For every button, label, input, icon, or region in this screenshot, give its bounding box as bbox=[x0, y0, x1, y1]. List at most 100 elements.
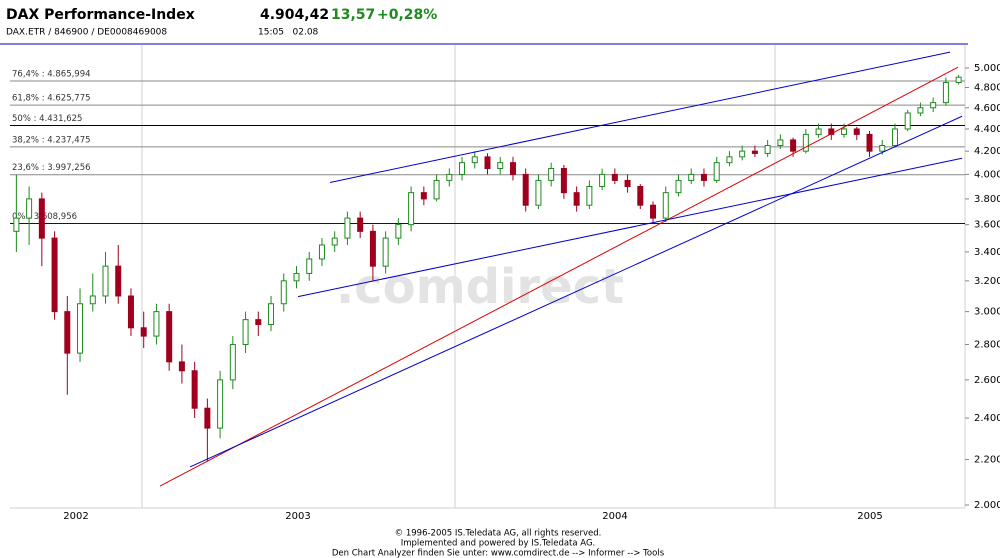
candle-body bbox=[408, 192, 415, 226]
candle-body bbox=[917, 107, 924, 114]
candle-body bbox=[739, 150, 746, 158]
candle-body bbox=[471, 156, 478, 164]
trend-line bbox=[297, 157, 963, 298]
candle-body bbox=[89, 295, 96, 305]
candle-body bbox=[522, 173, 529, 206]
candle-body bbox=[280, 280, 287, 305]
candle-body bbox=[51, 237, 58, 313]
candle-body bbox=[127, 295, 134, 329]
candle-body bbox=[77, 303, 84, 354]
candle-body bbox=[599, 173, 606, 187]
candle-body bbox=[675, 179, 682, 194]
candle-body bbox=[802, 133, 809, 152]
candle-body bbox=[38, 198, 45, 239]
candle-body bbox=[293, 272, 300, 282]
y-tick-label: 3.400 bbox=[974, 247, 1000, 258]
candle-body bbox=[382, 237, 389, 267]
candle-body bbox=[637, 185, 644, 206]
candle-body bbox=[930, 102, 937, 109]
y-tick-label: 4.400 bbox=[974, 124, 1000, 135]
candle-body bbox=[344, 217, 351, 239]
time: 15:05 02.08 bbox=[258, 28, 319, 38]
y-tick-label: 2.600 bbox=[974, 375, 1000, 386]
candle-body bbox=[369, 230, 376, 267]
identifiers: DAX.ETR / 846900 / DE0008469008 bbox=[6, 28, 167, 38]
candle-body bbox=[395, 224, 402, 239]
candle-body bbox=[497, 162, 504, 169]
axes: 2.000 2.200 2.400 2.600 2.800 3.000 3.200 3.400… bbox=[63, 63, 1000, 522]
candle-body bbox=[229, 344, 236, 381]
change-pct: +0,28% bbox=[377, 7, 437, 23]
y-tick-label: 2.200 bbox=[974, 455, 1000, 466]
fib-label: 23,6% : 3.997,256 bbox=[12, 163, 91, 173]
fib-label: 61,8% : 4.625,775 bbox=[12, 94, 91, 104]
candle-body bbox=[853, 128, 860, 135]
candle-body bbox=[102, 265, 109, 297]
candle-body bbox=[306, 258, 313, 274]
fib-label: 38,2% : 4.237,475 bbox=[12, 135, 91, 145]
y-tick-label: 2.800 bbox=[974, 340, 1000, 351]
y-tick-label: 4.200 bbox=[974, 146, 1000, 157]
candle-body bbox=[650, 204, 657, 219]
candle-body bbox=[115, 265, 122, 297]
candle-body bbox=[726, 156, 733, 164]
candle-body bbox=[318, 244, 325, 260]
change: 13,57 bbox=[331, 7, 375, 23]
candle-body bbox=[509, 162, 516, 175]
candle-body bbox=[700, 173, 707, 181]
candle-body bbox=[879, 145, 886, 152]
candle-body bbox=[560, 167, 567, 194]
candle-body bbox=[484, 156, 491, 169]
candle-body bbox=[713, 162, 720, 181]
candle-body bbox=[662, 192, 669, 219]
y-tick-label: 4.800 bbox=[974, 82, 1000, 93]
candle-body bbox=[904, 112, 911, 130]
footer-line: Den Chart Analyzer finden Sie unter: www… bbox=[332, 549, 665, 558]
candle-body bbox=[790, 139, 797, 152]
candle-body bbox=[828, 128, 835, 135]
trend-line bbox=[189, 115, 963, 468]
footer-line: © 1996-2005 IS.Teledata AG, all rights r… bbox=[395, 529, 602, 539]
plot-area bbox=[10, 45, 965, 508]
candle-body bbox=[140, 327, 147, 337]
candle-body bbox=[242, 319, 249, 346]
y-tick-label: 2.400 bbox=[974, 413, 1000, 424]
candle-body bbox=[153, 311, 160, 337]
trend-lines bbox=[159, 51, 963, 487]
candle-body bbox=[751, 150, 758, 154]
candle-body bbox=[331, 237, 338, 246]
trend-line bbox=[329, 51, 951, 183]
candle-body bbox=[204, 407, 211, 429]
y-tick-label: 3.800 bbox=[974, 194, 1000, 205]
price: 4.904,42 bbox=[260, 7, 329, 23]
candle-body bbox=[446, 173, 453, 181]
candle-body bbox=[688, 173, 695, 181]
candle-body bbox=[955, 76, 962, 84]
y-tick-label: 5.000 bbox=[974, 63, 1000, 74]
fib-label: 76,4% : 4.865,994 bbox=[12, 69, 91, 79]
candle-body bbox=[13, 217, 20, 232]
candle-body bbox=[573, 192, 580, 206]
x-period-label: 2004 bbox=[602, 511, 627, 522]
y-tick-label: 2.000 bbox=[974, 500, 1000, 511]
candle-body bbox=[64, 311, 71, 354]
trend-line bbox=[159, 66, 959, 487]
watermark: .comdirect bbox=[336, 259, 624, 315]
candle-body bbox=[357, 217, 364, 232]
candle-body bbox=[815, 128, 822, 135]
candle-body bbox=[624, 179, 631, 187]
candle-body bbox=[891, 128, 898, 147]
candle-body bbox=[166, 311, 173, 363]
x-period-label: 2003 bbox=[285, 511, 310, 522]
y-tick-label: 4.600 bbox=[974, 103, 1000, 114]
candle-body bbox=[433, 179, 440, 200]
candle-body bbox=[548, 167, 555, 181]
candle-body bbox=[586, 185, 593, 206]
candles bbox=[13, 74, 962, 462]
footer-line: Implemented and powered by IS.Teledata A… bbox=[401, 539, 596, 549]
candle-body bbox=[866, 133, 873, 152]
candle-body bbox=[217, 379, 224, 429]
candle-body bbox=[26, 198, 33, 219]
